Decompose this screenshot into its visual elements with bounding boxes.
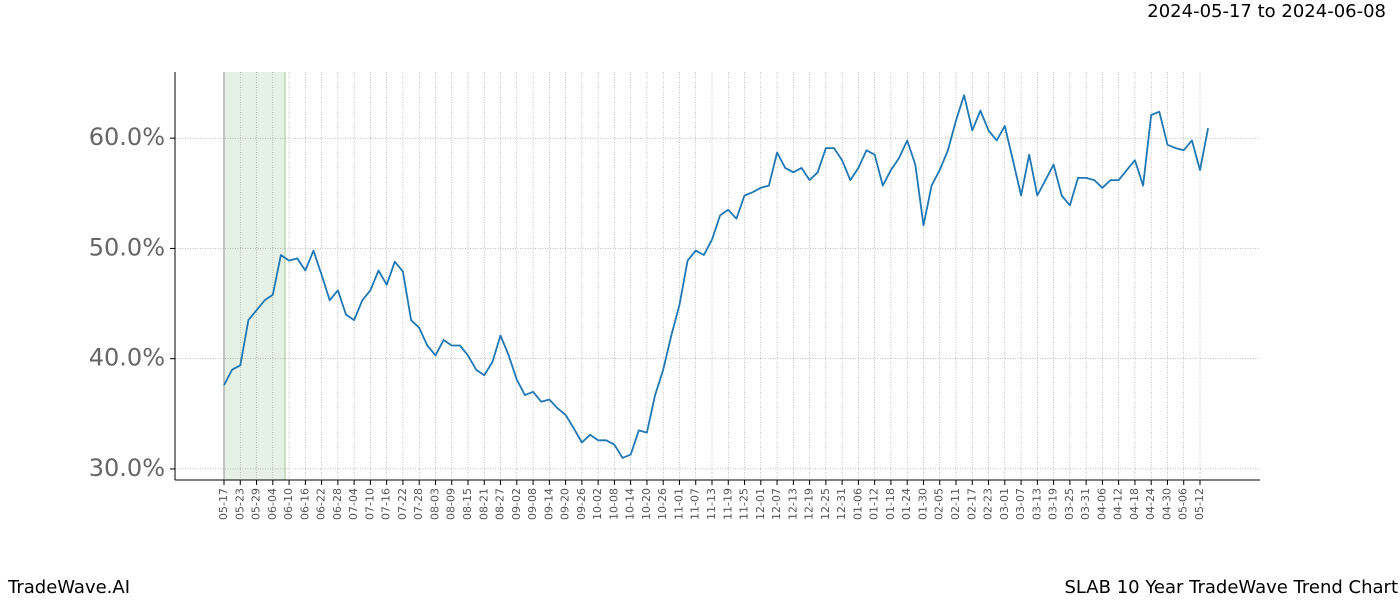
x-tick-label: 11-13 <box>705 488 718 520</box>
x-tick-label: 05-06 <box>1177 488 1190 520</box>
y-tick-label: 50.0% <box>89 233 165 261</box>
x-tick-label: 06-16 <box>298 488 311 520</box>
x-tick-label: 08-03 <box>428 488 441 520</box>
x-tick-label: 12-31 <box>835 488 848 520</box>
brand: TradeWave.AI <box>7 577 130 598</box>
x-tick-label: 03-19 <box>1047 488 1060 520</box>
x-tick-label: 03-13 <box>1030 488 1043 520</box>
x-tick-label: 11-19 <box>721 488 734 520</box>
x-tick-label: 01-06 <box>851 488 864 520</box>
x-tick-label: 07-22 <box>396 488 409 520</box>
x-tick-label: 09-26 <box>575 488 588 520</box>
x-tick-label: 09-14 <box>542 488 555 520</box>
x-tick-label: 08-27 <box>494 488 507 520</box>
x-tick-label: 12-19 <box>803 488 816 520</box>
x-tick-label: 04-24 <box>1144 488 1157 520</box>
highlight-band <box>224 72 285 480</box>
x-tick-label: 12-07 <box>770 488 783 520</box>
x-tick-label: 05-12 <box>1193 488 1206 520</box>
x-tick-label: 06-22 <box>315 488 328 520</box>
x-tick-label: 08-21 <box>477 488 490 520</box>
x-tick-label: 01-18 <box>884 488 897 520</box>
x-tick-label: 01-12 <box>868 488 881 520</box>
x-tick-label: 05-23 <box>233 488 246 520</box>
x-tick-label: 03-01 <box>998 488 1011 520</box>
date-range: 2024-05-17 to 2024-06-08 <box>1147 1 1386 22</box>
x-tick-label: 02-23 <box>982 488 995 520</box>
x-tick-label: 07-16 <box>380 488 393 520</box>
x-tick-label: 10-08 <box>607 488 620 520</box>
x-tick-label: 06-10 <box>282 488 295 520</box>
x-tick-label: 09-02 <box>510 488 523 520</box>
x-tick-label: 12-01 <box>754 488 767 520</box>
x-tick-label: 11-01 <box>672 488 685 520</box>
x-tick-label: 03-31 <box>1079 488 1092 520</box>
x-tick-label: 07-10 <box>363 488 376 520</box>
x-tick-label: 08-15 <box>461 488 474 520</box>
x-tick-label: 10-14 <box>624 488 637 520</box>
x-tick-label: 12-13 <box>786 488 799 520</box>
trend-line <box>223 94 1209 459</box>
y-tick-label: 60.0% <box>89 123 165 151</box>
x-tick-label: 01-30 <box>916 488 929 520</box>
x-tick-label: 04-06 <box>1095 488 1108 520</box>
x-tick-label: 04-18 <box>1128 488 1141 520</box>
x-tick-label: 03-07 <box>1014 488 1027 520</box>
chart-footer-title: SLAB 10 Year TradeWave Trend Chart <box>1064 577 1398 598</box>
y-tick-label: 30.0% <box>89 454 165 482</box>
x-tick-label: 07-04 <box>347 488 360 520</box>
x-tick-label: 05-29 <box>250 488 263 520</box>
x-tick-label: 06-04 <box>266 488 279 520</box>
x-tick-label: 02-17 <box>965 488 978 520</box>
x-tick-label: 10-02 <box>591 488 604 520</box>
x-tick-label: 04-12 <box>1112 488 1125 520</box>
x-tick-label: 02-05 <box>933 488 946 520</box>
x-tick-label: 08-09 <box>445 488 458 520</box>
x-tick-label: 02-11 <box>949 488 962 520</box>
y-tick-label: 40.0% <box>89 344 165 372</box>
x-tick-label: 04-30 <box>1160 488 1173 520</box>
x-tick-label: 11-25 <box>738 488 751 520</box>
x-tick-label: 06-28 <box>331 488 344 520</box>
x-tick-label: 01-24 <box>900 488 913 520</box>
x-tick-label: 07-28 <box>412 488 425 520</box>
x-tick-label: 09-20 <box>559 488 572 520</box>
x-tick-label: 05-17 <box>217 488 230 520</box>
x-tick-label: 10-20 <box>640 488 653 520</box>
x-tick-label: 12-25 <box>819 488 832 520</box>
x-tick-label: 11-07 <box>689 488 702 520</box>
x-tick-label: 09-08 <box>526 488 539 520</box>
x-tick-label: 03-25 <box>1063 488 1076 520</box>
x-tick-label: 10-26 <box>656 488 669 520</box>
